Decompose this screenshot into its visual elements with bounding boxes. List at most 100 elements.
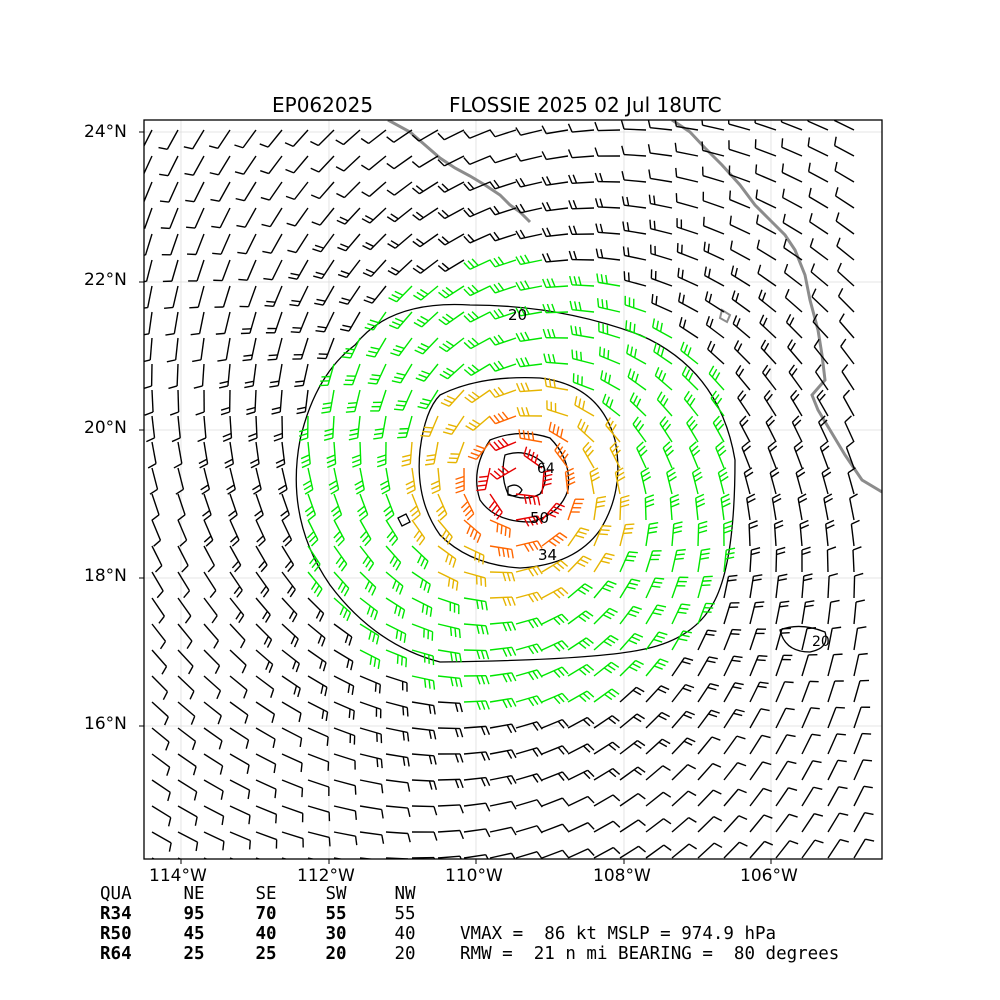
- wind-barb: [437, 753, 464, 763]
- wind-barb: [437, 571, 459, 591]
- wind-barb: [463, 545, 485, 565]
- wind-barb: [151, 753, 171, 776]
- wind-barb: [489, 596, 516, 607]
- wind-barb: [702, 216, 725, 235]
- wind-barb: [463, 181, 491, 192]
- wind-barb: [518, 429, 543, 443]
- wind-barb: [593, 715, 620, 729]
- wind-barb: [783, 238, 803, 261]
- wind-barb: [186, 207, 205, 229]
- wind-barb: [775, 600, 790, 625]
- wind-barb: [728, 140, 751, 157]
- wind-barb: [489, 308, 517, 320]
- wind-barb: [229, 831, 251, 850]
- wind-barb: [821, 467, 832, 495]
- wind-barb: [229, 649, 247, 674]
- wind-barb: [411, 805, 438, 816]
- wind-barb: [541, 771, 569, 781]
- wind-barb: [210, 181, 231, 202]
- wind-barb: [622, 221, 647, 235]
- wind-barb: [815, 364, 829, 391]
- wind-barb: [598, 346, 621, 365]
- wind-barb: [385, 675, 408, 692]
- wind-barb: [730, 265, 751, 287]
- wind-barb: [594, 198, 621, 209]
- wind-barb: [785, 314, 803, 339]
- wind-barb: [801, 707, 820, 729]
- wind-barb: [281, 675, 301, 698]
- wind-barb: [489, 723, 517, 734]
- wind-barb: [853, 626, 867, 651]
- wind-barb: [797, 493, 808, 521]
- wind-barb: [801, 813, 824, 833]
- wind-barb: [723, 628, 742, 651]
- wind-barb: [360, 129, 387, 145]
- wind-barb: [746, 493, 756, 521]
- wind-barb: [801, 546, 811, 573]
- wind-barb: [389, 311, 413, 330]
- wind-barb: [807, 137, 829, 157]
- wind-barb: [810, 263, 829, 287]
- contour-small: [397, 513, 411, 527]
- wind-barb: [386, 155, 413, 170]
- wind-barb: [463, 519, 482, 543]
- wind-barb: [489, 256, 517, 268]
- wind-barb: [541, 125, 569, 135]
- wind-barb: [413, 311, 439, 328]
- wind-barb: [619, 845, 647, 859]
- r64-ne: 25: [183, 944, 205, 964]
- wind-barb: [570, 325, 595, 339]
- wind-barb: [733, 340, 751, 365]
- wind-barb: [287, 233, 309, 254]
- wind-barb: [666, 467, 677, 495]
- lon-label-112w: 112°W: [297, 866, 355, 886]
- wind-barb: [212, 233, 231, 255]
- wind-barb: [166, 337, 179, 363]
- wind-barb: [151, 701, 169, 726]
- wind-barb: [255, 753, 277, 774]
- wind-barb: [379, 467, 391, 495]
- wind-barb: [648, 169, 673, 183]
- wind-barb: [541, 640, 569, 652]
- wind-barb: [609, 441, 621, 469]
- wind-barb: [202, 493, 212, 521]
- wind-barb: [173, 441, 183, 469]
- wind-barb: [593, 580, 617, 599]
- wind-barb: [318, 363, 335, 387]
- wind-barb: [645, 604, 667, 625]
- wind-barb: [849, 493, 858, 521]
- wind-barb: [723, 574, 738, 599]
- wind-barb: [827, 786, 848, 807]
- wind-barb: [813, 338, 829, 365]
- wind-barb: [192, 337, 205, 363]
- wind-barb: [310, 181, 335, 200]
- wind-barb: [255, 805, 278, 824]
- wind-barb: [619, 740, 646, 755]
- wind-barb: [801, 573, 813, 599]
- wind-barb: [541, 823, 569, 833]
- wind-barb: [541, 718, 569, 729]
- contour-eye: [507, 484, 523, 497]
- wind-barb: [439, 363, 465, 380]
- wind-barb: [748, 520, 758, 547]
- wind-barb: [271, 389, 283, 415]
- wind-barb: [411, 571, 431, 594]
- wind-barb: [723, 788, 747, 807]
- wind-barb: [184, 155, 205, 176]
- wind-barb: [847, 467, 856, 495]
- coastline-mainland: [671, 120, 882, 494]
- r34-nw: 55: [394, 904, 416, 924]
- wind-barb: [515, 643, 543, 655]
- wind-barb: [411, 129, 439, 142]
- wind-barb: [571, 349, 595, 365]
- wind-barb: [359, 701, 382, 719]
- wind-barb: [281, 701, 302, 723]
- wind-barb: [412, 207, 439, 221]
- wind-barb: [834, 161, 855, 183]
- wind-barb: [237, 233, 257, 255]
- wind-barb: [729, 215, 751, 235]
- wind-barb: [701, 141, 725, 157]
- wind-barb: [359, 779, 384, 794]
- wind-barb: [333, 545, 348, 572]
- wind-barb: [564, 467, 576, 495]
